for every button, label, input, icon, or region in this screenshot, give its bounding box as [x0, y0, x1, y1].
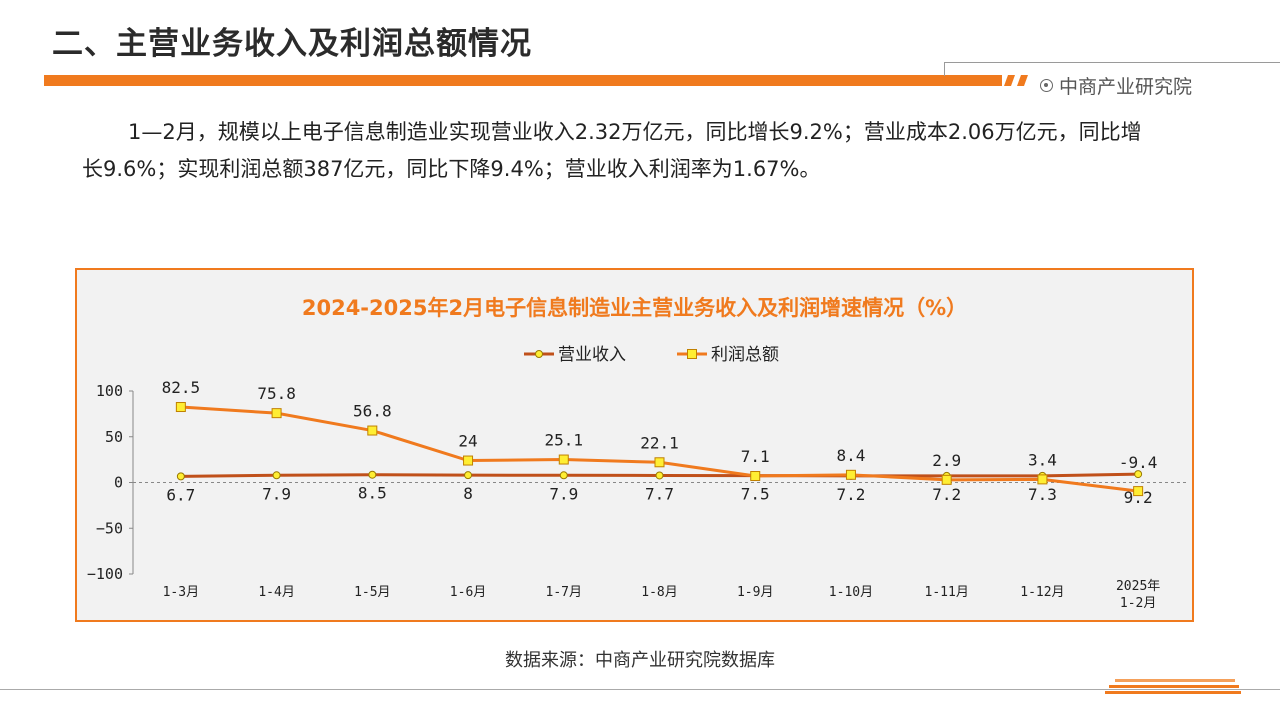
- brand-circle-icon: [1040, 79, 1053, 92]
- profit-data-label: 22.1: [640, 433, 679, 452]
- revenue-data-label: 8.5: [358, 484, 387, 503]
- profit-data-label: 7.1: [741, 447, 770, 466]
- x-tick-label: 1-7月: [546, 585, 582, 600]
- profit-point: [1037, 474, 1048, 485]
- brand-logo: 中商产业研究院: [1040, 72, 1192, 99]
- y-tick-label: 100: [96, 382, 123, 400]
- revenue-data-label: 7.9: [549, 484, 578, 503]
- legend-label-revenue: 营业收入: [558, 345, 626, 365]
- revenue-point: [559, 471, 568, 480]
- profit-data-label: 24: [458, 432, 477, 451]
- revenue-point: [176, 472, 185, 481]
- profit-data-label: 75.8: [257, 384, 296, 403]
- profit-point: [654, 457, 665, 468]
- profit-point: [941, 474, 952, 485]
- line-chart: 100 50 0 −50 −100 1-3月 1-4月 1-5月 1-6月 1-7月 1-8月 1-9…: [87, 345, 1186, 611]
- x-tick-label: 1-5月: [354, 585, 390, 600]
- revenue-data-label: 7.3: [1028, 485, 1057, 504]
- legend-marker-profit: [687, 349, 697, 359]
- header-rule-tick: [944, 62, 945, 76]
- legend-marker-revenue: [535, 350, 543, 358]
- legend-label-profit: 利润总额: [711, 345, 779, 365]
- chart-panel: 2024-2025年2月电子信息制造业主营业务收入及利润增速情况（%） 100 5…: [75, 268, 1194, 622]
- x-tick-label: 1-6月: [450, 585, 486, 600]
- profit-point: [367, 425, 378, 436]
- summary-paragraph: 1—2月，规模以上电子信息制造业实现营业收入2.32万亿元，同比增长9.2%；营…: [82, 120, 1142, 181]
- revenue-data-label: 7.5: [741, 485, 770, 504]
- x-tick-label: 1-9月: [737, 585, 773, 600]
- y-tick-label: −50: [96, 519, 123, 537]
- chart-title: 2024-2025年2月电子信息制造业主营业务收入及利润增速情况（%）: [301, 296, 968, 320]
- profit-point: [1133, 486, 1144, 497]
- revenue-point: [1134, 470, 1143, 479]
- revenue-data-label: 7.2: [837, 485, 866, 504]
- x-tick-label: 1-3月: [163, 585, 199, 600]
- revenue-data-label: 9.2: [1124, 488, 1153, 507]
- x-tick-label: 1-12月: [1020, 585, 1064, 600]
- revenue-data-label: 7.2: [932, 485, 961, 504]
- title-bar-stripes: [1004, 75, 1028, 86]
- brand-name: 中商产业研究院: [1059, 76, 1193, 98]
- profit-data-label: 82.5: [162, 378, 201, 397]
- revenue-point: [655, 471, 664, 480]
- profit-point: [175, 402, 186, 413]
- profit-point: [750, 471, 761, 482]
- profit-data-label: 25.1: [545, 431, 584, 450]
- y-tick-label: 0: [114, 474, 123, 492]
- data-source: 数据来源：中商产业研究院数据库: [505, 650, 775, 671]
- revenue-point: [368, 470, 377, 479]
- x-tick-label: 2025年: [1116, 579, 1160, 594]
- x-tick-label: 1-2月: [1120, 596, 1156, 611]
- page-title: 二、主营业务收入及利润总额情况: [52, 26, 532, 62]
- profit-data-label: 8.4: [837, 446, 866, 465]
- x-tick-label: 1-4月: [258, 585, 294, 600]
- footer-rule: [0, 689, 1280, 690]
- title-underline: [44, 75, 1002, 86]
- profit-data-label: 3.4: [1028, 450, 1057, 469]
- revenue-data-label: 7.7: [645, 484, 674, 503]
- profit-data-label: 56.8: [353, 402, 392, 421]
- header-rule: [944, 62, 1280, 63]
- footer-stripes: [1105, 679, 1241, 694]
- x-tick-label: 1-8月: [641, 585, 677, 600]
- profit-data-label: -9.4: [1119, 453, 1158, 472]
- revenue-point: [272, 471, 281, 480]
- profit-point: [558, 454, 569, 465]
- revenue-data-label: 8: [463, 484, 473, 503]
- revenue-data-label: 6.7: [166, 485, 195, 504]
- revenue-data-label: 7.9: [262, 484, 291, 503]
- y-tick-label: −100: [87, 565, 123, 583]
- x-tick-label: 1-11月: [925, 585, 969, 600]
- profit-point: [463, 455, 474, 466]
- profit-data-label: 2.9: [932, 451, 961, 470]
- revenue-point: [464, 471, 473, 480]
- profit-point: [271, 408, 282, 419]
- x-tick-label: 1-10月: [829, 585, 873, 600]
- y-tick-label: 50: [105, 428, 123, 446]
- profit-point: [845, 469, 856, 480]
